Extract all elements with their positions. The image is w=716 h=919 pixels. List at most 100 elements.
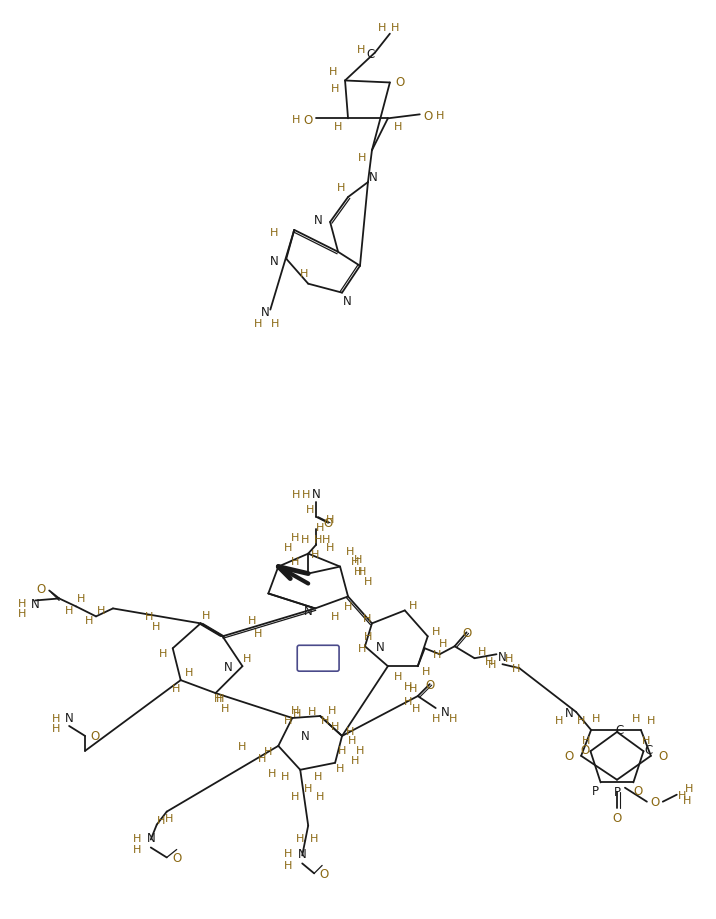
Text: H: H bbox=[354, 554, 362, 564]
Text: H: H bbox=[684, 783, 693, 793]
Text: H: H bbox=[132, 833, 141, 843]
Text: N: N bbox=[375, 640, 384, 653]
Text: H: H bbox=[346, 546, 354, 556]
Text: O: O bbox=[90, 730, 100, 743]
Text: H: H bbox=[394, 672, 402, 681]
Text: N: N bbox=[270, 255, 279, 268]
Text: O: O bbox=[172, 851, 181, 864]
Text: H: H bbox=[52, 713, 60, 723]
Text: O: O bbox=[319, 867, 329, 879]
Text: H: H bbox=[488, 660, 497, 669]
Text: H: H bbox=[291, 705, 299, 715]
Text: H: H bbox=[292, 489, 301, 499]
Text: H: H bbox=[132, 845, 141, 855]
Text: H: H bbox=[264, 746, 273, 756]
Text: H: H bbox=[65, 606, 73, 616]
Text: H: H bbox=[158, 649, 167, 659]
Text: Co: Co bbox=[310, 661, 326, 671]
Text: H: H bbox=[394, 122, 402, 132]
Text: O: O bbox=[612, 811, 621, 824]
Text: H: H bbox=[326, 515, 334, 524]
Text: H: H bbox=[351, 755, 359, 765]
Text: O: O bbox=[304, 114, 313, 127]
Text: H: H bbox=[404, 697, 412, 707]
Text: H: H bbox=[357, 44, 365, 54]
Text: H: H bbox=[304, 783, 312, 793]
Text: O: O bbox=[650, 795, 659, 809]
Text: H: H bbox=[270, 228, 279, 238]
Text: H: H bbox=[292, 115, 301, 125]
Text: H: H bbox=[642, 735, 650, 745]
Text: N: N bbox=[311, 488, 321, 501]
Text: H: H bbox=[677, 789, 686, 800]
Text: O: O bbox=[395, 76, 405, 89]
Text: H: H bbox=[338, 745, 347, 755]
Text: H: H bbox=[348, 735, 357, 745]
Text: H: H bbox=[281, 771, 289, 781]
Text: H: H bbox=[334, 122, 342, 132]
Text: H: H bbox=[422, 666, 430, 676]
Text: O: O bbox=[324, 516, 333, 529]
Text: H: H bbox=[331, 85, 339, 95]
Text: H: H bbox=[254, 629, 263, 639]
Text: H: H bbox=[221, 703, 230, 713]
Text: H: H bbox=[404, 681, 412, 691]
Text: N: N bbox=[498, 650, 507, 663]
Text: H: H bbox=[293, 709, 301, 719]
Text: H: H bbox=[344, 602, 352, 612]
Text: O: O bbox=[462, 626, 471, 639]
Text: H: H bbox=[582, 735, 590, 745]
Text: N: N bbox=[441, 705, 450, 718]
Text: H: H bbox=[271, 318, 279, 328]
Text: N: N bbox=[369, 170, 377, 184]
Text: H: H bbox=[284, 542, 292, 552]
Text: H: H bbox=[592, 713, 600, 723]
Text: N: N bbox=[147, 831, 155, 845]
Text: H: H bbox=[291, 791, 299, 800]
Text: H: H bbox=[409, 601, 417, 611]
Text: H: H bbox=[284, 860, 292, 870]
Text: O: O bbox=[634, 784, 643, 797]
Text: H: H bbox=[432, 713, 440, 723]
Text: H: H bbox=[356, 745, 364, 755]
Text: H: H bbox=[18, 599, 26, 608]
Text: H: H bbox=[201, 611, 210, 620]
Text: H: H bbox=[346, 726, 354, 736]
Text: H: H bbox=[300, 268, 309, 278]
Text: H: H bbox=[378, 23, 386, 33]
Text: H: H bbox=[284, 715, 292, 725]
Text: H: H bbox=[331, 612, 339, 622]
Text: N: N bbox=[343, 295, 352, 308]
Text: C: C bbox=[367, 48, 375, 61]
Text: C: C bbox=[616, 723, 624, 737]
Text: H: H bbox=[438, 639, 447, 649]
Text: H: H bbox=[306, 505, 314, 515]
Text: H: H bbox=[682, 795, 691, 805]
Text: H: H bbox=[448, 713, 457, 723]
Text: H: H bbox=[336, 763, 344, 773]
Text: H: H bbox=[291, 532, 299, 542]
Text: O: O bbox=[425, 678, 435, 691]
Text: H: H bbox=[214, 693, 223, 703]
Text: H: H bbox=[268, 768, 276, 777]
Text: H: H bbox=[302, 489, 311, 499]
Text: H: H bbox=[432, 650, 441, 660]
Text: H: H bbox=[577, 715, 585, 725]
Text: H: H bbox=[364, 631, 372, 641]
Text: H: H bbox=[358, 153, 366, 163]
Text: H: H bbox=[18, 608, 26, 618]
Text: H: H bbox=[296, 833, 304, 843]
Text: H: H bbox=[284, 848, 292, 858]
Text: H: H bbox=[555, 715, 563, 725]
Text: H: H bbox=[301, 534, 309, 544]
Text: H: H bbox=[354, 566, 362, 576]
Text: N: N bbox=[301, 730, 309, 743]
Text: H: H bbox=[326, 542, 334, 552]
Text: H: H bbox=[165, 812, 173, 823]
Text: H: H bbox=[485, 656, 493, 666]
FancyBboxPatch shape bbox=[297, 645, 339, 672]
Text: O: O bbox=[37, 583, 46, 596]
Text: H: H bbox=[152, 621, 160, 631]
Text: H: H bbox=[243, 653, 251, 664]
Text: H: H bbox=[52, 723, 60, 733]
